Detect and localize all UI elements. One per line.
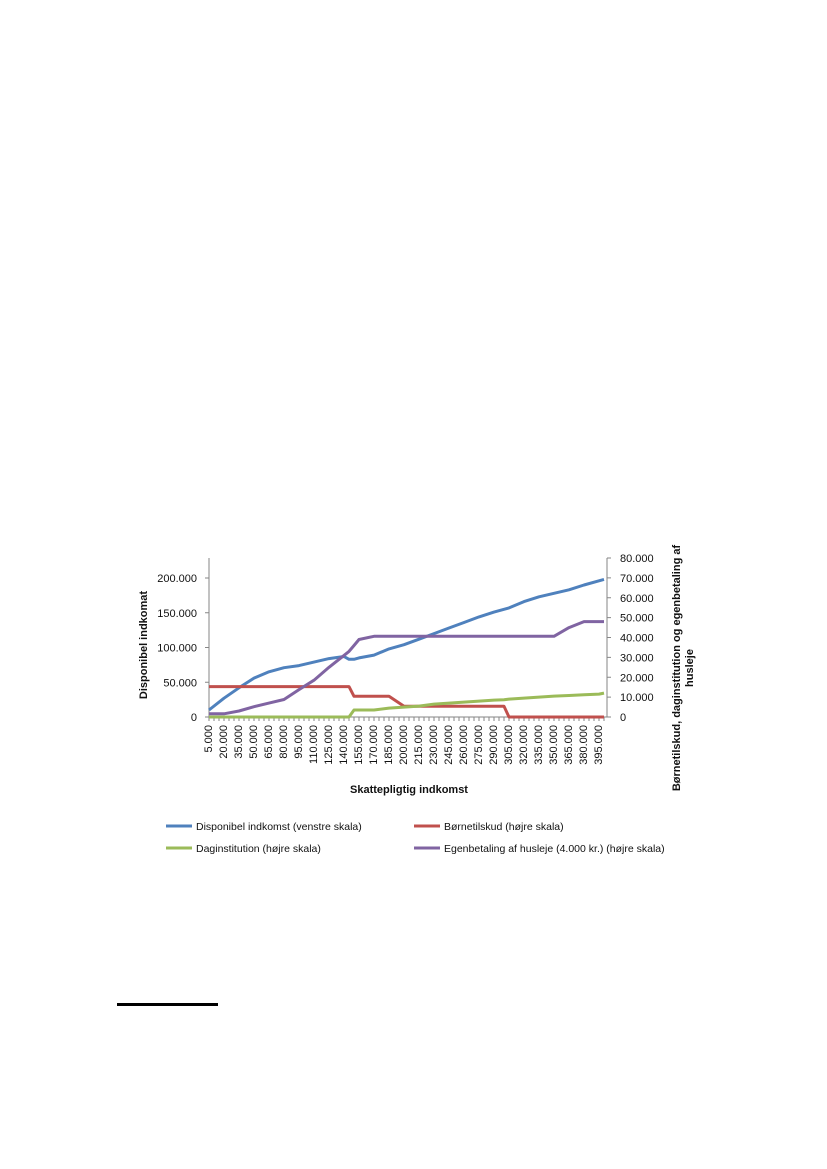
left-tick-label: 0	[191, 712, 197, 724]
x-tick-label: 50.000	[248, 725, 260, 759]
x-tick-label: 395.000	[593, 725, 605, 765]
legend-label: Disponibel indkomst (venstre skala)	[196, 821, 362, 833]
left-y-axis: 0 50.000 100.000 150.000 200.000	[157, 573, 209, 724]
right-axis-title-line: husleje	[684, 649, 696, 687]
x-tick-label: 350.000	[548, 725, 560, 765]
right-tick-label: 0	[620, 712, 626, 724]
x-tick-label: 5.000	[203, 725, 215, 753]
left-tick-label: 200.000	[157, 573, 197, 585]
x-axis-title: Skattepligtig indkomst	[350, 784, 468, 796]
x-tick-label: 35.000	[233, 725, 245, 759]
right-tick-label: 10.000	[620, 692, 654, 704]
x-tick-label: 170.000	[368, 725, 380, 765]
left-tick-label: 50.000	[163, 677, 197, 689]
x-tick-label: 20.000	[218, 725, 230, 759]
x-tick-label: 110.000	[308, 725, 320, 764]
x-tick-label: 275.000	[473, 725, 485, 765]
right-tick-label: 80.000	[620, 553, 654, 565]
x-tick-label: 155.000	[353, 725, 365, 765]
x-tick-label: 245.000	[443, 725, 455, 765]
right-y-axis: 0 10.000 20.000 30.000 40.000 50.000 60.000 70.…	[607, 553, 654, 724]
right-tick-label: 70.000	[620, 573, 654, 585]
x-tick-label: 65.000	[263, 725, 275, 759]
series-line-3	[209, 691, 605, 719]
x-tick-label: 140.000	[338, 725, 350, 765]
x-tick-label: 365.000	[563, 725, 575, 765]
x-tick-label: 200.000	[398, 725, 410, 765]
x-tick-label: 125.000	[323, 725, 335, 765]
x-tick-label: 230.000	[428, 725, 440, 765]
legend-label: Daginstitution (højre skala)	[196, 843, 321, 855]
legend-label: Egenbetaling af husleje (4.000 kr.) (høj…	[444, 843, 665, 855]
right-tick-label: 60.000	[620, 593, 654, 605]
x-tick-label: 80.000	[278, 725, 290, 759]
x-tick-label: 185.000	[383, 725, 395, 765]
right-tick-label: 30.000	[620, 652, 654, 664]
left-tick-label: 100.000	[157, 643, 197, 655]
right-axis-title: Børnetilskud, daginstitution og egenbeta…	[671, 545, 696, 792]
x-tick-label: 320.000	[518, 725, 530, 765]
series-line-1	[208, 577, 605, 712]
right-tick-label: 20.000	[620, 672, 654, 684]
x-tick-label: 305.000	[503, 725, 515, 765]
footnote-rule	[117, 1003, 218, 1006]
x-tick-label: 290.000	[488, 725, 500, 765]
x-tick-label: 95.000	[293, 725, 305, 759]
x-tick-label: 260.000	[458, 725, 470, 765]
right-tick-label: 50.000	[620, 613, 654, 625]
x-tick-label: 215.000	[413, 725, 425, 765]
right-axis-title-line: Børnetilskud, daginstitution og egenbeta…	[671, 545, 683, 792]
legend-label: Børnetilskud (højre skala)	[444, 821, 564, 833]
right-tick-label: 40.000	[620, 633, 654, 645]
left-axis-title: Disponibel indkomat	[138, 591, 150, 700]
x-axis: 5.000 20.000 35.000 50.000 65.000 80.000 95.00…	[203, 717, 605, 765]
series-layer	[208, 577, 605, 719]
series-line-4	[209, 620, 604, 716]
x-tick-label: 380.000	[578, 725, 590, 765]
left-tick-label: 150.000	[157, 608, 197, 620]
x-tick-label: 335.000	[533, 725, 545, 765]
legend: Disponibel indkomst (venstre skala) Børne…	[166, 821, 665, 855]
